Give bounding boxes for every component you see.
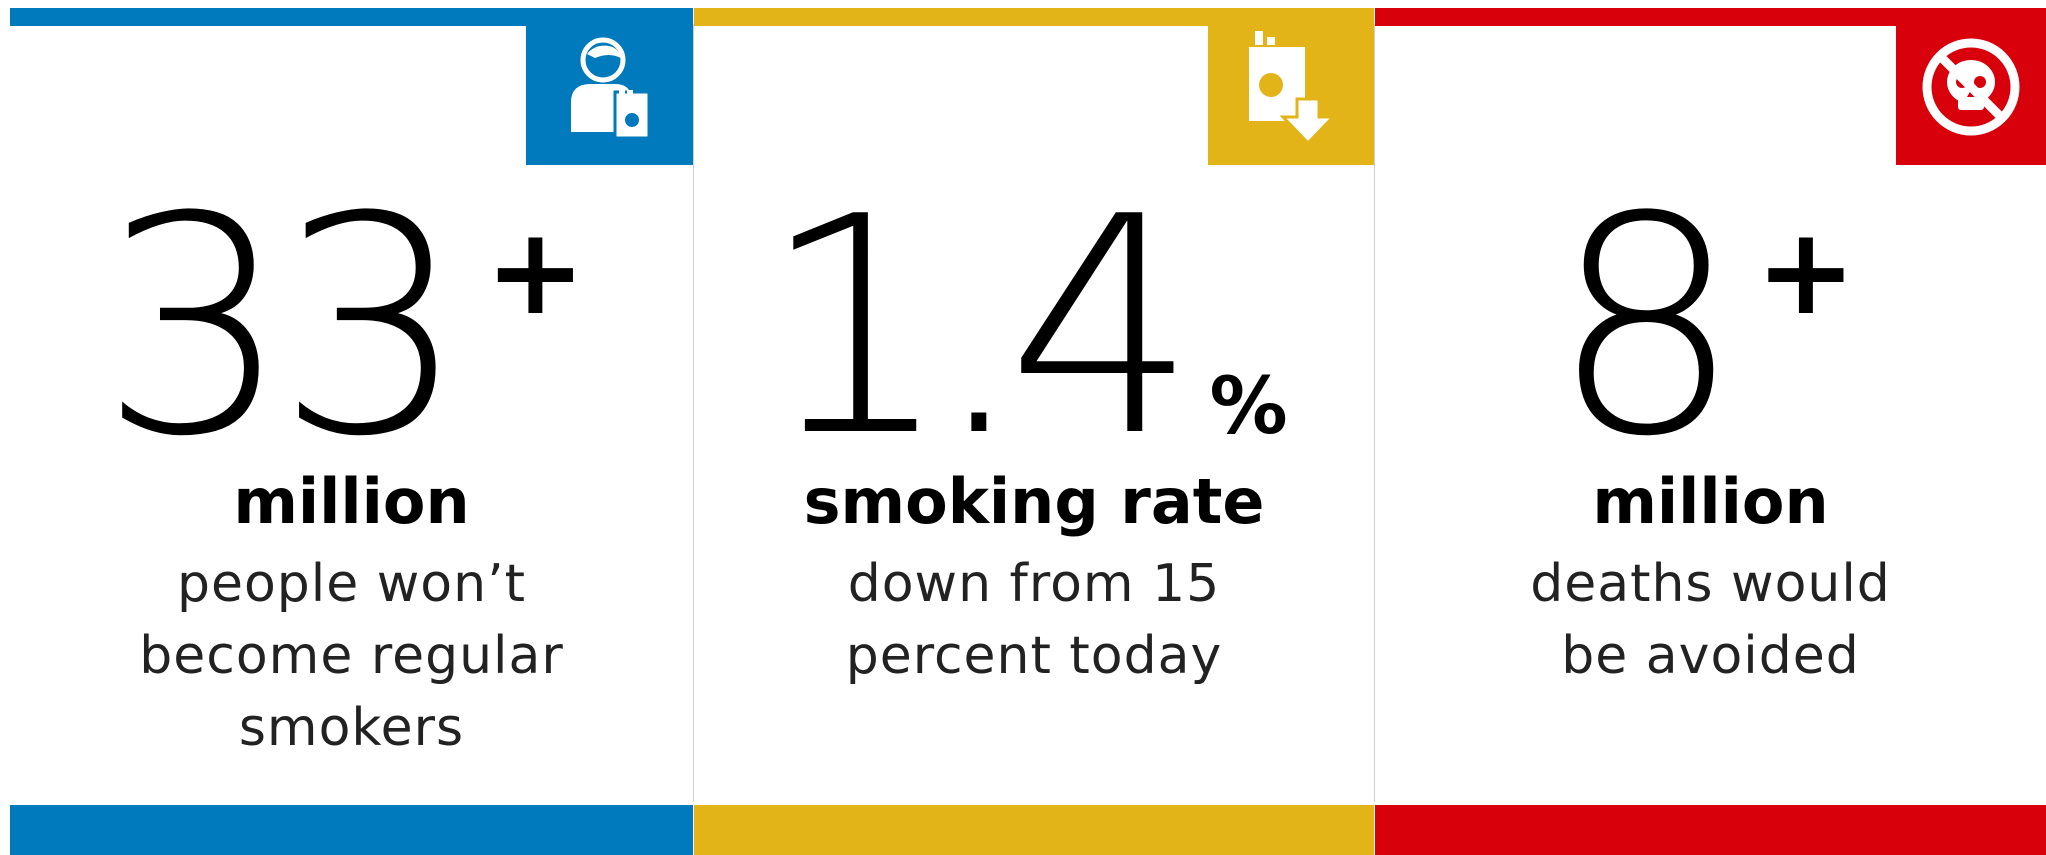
stat-card-people: 33 + million people won’t become regular … — [10, 8, 693, 855]
big-number: 8 + — [1375, 178, 2046, 478]
stat-number: 1.4 — [760, 153, 1197, 502]
stat-label: million — [1592, 465, 1829, 538]
stat-number: 33 — [99, 153, 467, 502]
stat-suffix: + — [485, 203, 586, 342]
stat-card-smoking-rate: 1.4% smoking rate down from 15 percent t… — [694, 8, 1374, 855]
big-number: 1.4% — [694, 178, 1374, 478]
stat-description: people won’t become regular smokers — [10, 548, 693, 764]
person-with-cigarette-pack-icon — [570, 37, 650, 139]
icon-box — [526, 8, 693, 165]
bottom-color-bar — [1375, 805, 2046, 855]
top-color-bar — [10, 8, 693, 26]
description-line: down from 15 — [847, 554, 1221, 614]
stat-label: smoking rate — [803, 465, 1265, 538]
description-line: become regular — [139, 626, 564, 686]
stat-suffix: % — [1209, 362, 1288, 452]
cigarette-pack-decrease-icon — [1249, 30, 1337, 145]
no-skull-icon — [1922, 38, 2020, 135]
big-number: 33 + — [10, 178, 693, 478]
description-line: be avoided — [1561, 626, 1860, 686]
icon-box — [1208, 8, 1374, 165]
description-line: percent today — [845, 626, 1223, 686]
stat-description: deaths would be avoided — [1375, 548, 2046, 692]
bottom-color-bar — [10, 805, 693, 855]
description-line: people won’t — [176, 554, 526, 614]
description-line: smokers — [238, 698, 465, 758]
icon-box — [1896, 8, 2046, 165]
top-color-bar — [694, 8, 1374, 26]
divider — [1374, 24, 1375, 802]
stat-suffix: + — [1755, 203, 1857, 342]
description-line: deaths would — [1530, 554, 1891, 614]
divider — [693, 24, 694, 802]
stat-number: 8 — [1550, 153, 1742, 502]
stat-card-deaths: 8 + million deaths would be avoided — [1375, 8, 2046, 855]
top-color-bar — [1375, 8, 2046, 26]
stat-label: million — [233, 465, 470, 538]
stat-description: down from 15 percent today — [694, 548, 1374, 692]
bottom-color-bar — [694, 805, 1374, 855]
